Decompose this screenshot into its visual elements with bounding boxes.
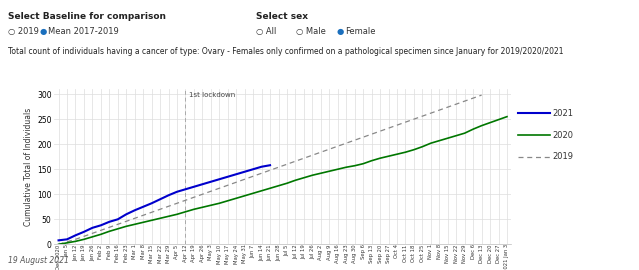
Text: ●: ● (337, 26, 344, 36)
Text: Select Baseline for comparison: Select Baseline for comparison (8, 12, 166, 21)
Text: ○ 2019: ○ 2019 (8, 26, 38, 36)
Text: ○ Male: ○ Male (296, 26, 326, 36)
Text: Total count of individuals having a cancer of type: Ovary - Females only confirm: Total count of individuals having a canc… (8, 47, 563, 56)
Text: ●: ● (40, 26, 47, 36)
Text: 1st lockdown: 1st lockdown (189, 92, 235, 97)
Text: 2020: 2020 (553, 130, 574, 140)
Y-axis label: Cumulative Total of Individuals: Cumulative Total of Individuals (24, 108, 33, 226)
Text: Female: Female (345, 26, 376, 36)
Text: 19 August 2021: 19 August 2021 (8, 256, 68, 265)
Text: Select sex: Select sex (256, 12, 307, 21)
Text: ○ All: ○ All (256, 26, 276, 36)
Text: 2021: 2021 (553, 109, 574, 118)
Text: 2019: 2019 (553, 152, 574, 161)
Text: Mean 2017-2019: Mean 2017-2019 (48, 26, 119, 36)
